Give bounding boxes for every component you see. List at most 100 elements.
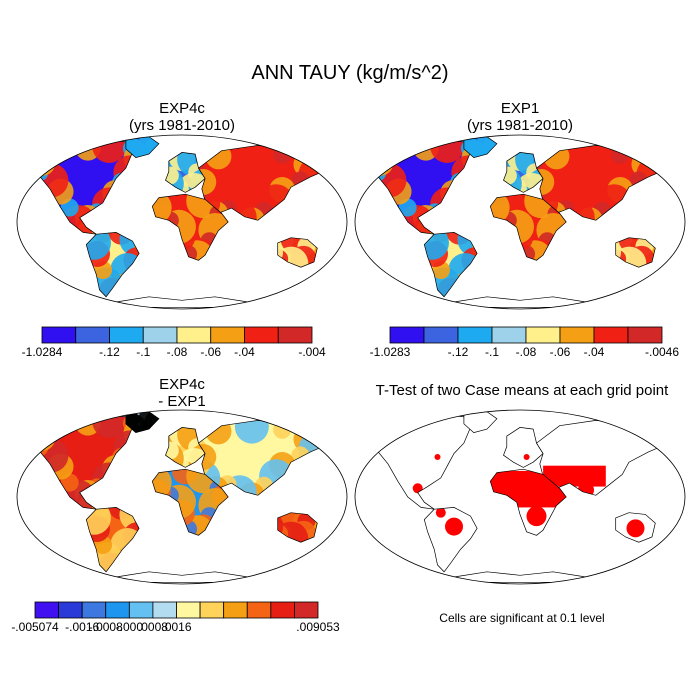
coastline xyxy=(85,232,140,298)
colorbar-tick-label: -.12 xyxy=(99,345,120,359)
colorbar-tick-label: -.04 xyxy=(583,345,605,359)
significant-cell xyxy=(626,519,645,538)
map-panel xyxy=(16,409,348,585)
colorbar-box xyxy=(593,326,629,344)
map-panel xyxy=(354,409,686,585)
colorbar-box xyxy=(423,326,459,344)
panel-title-line: EXP4c xyxy=(159,376,205,393)
coastline xyxy=(423,232,478,298)
colorbar-box xyxy=(246,601,272,619)
field-patch xyxy=(424,232,449,260)
map-border xyxy=(16,409,348,585)
field-patch xyxy=(92,414,127,438)
panel-title-line: EXP1 xyxy=(500,100,540,117)
field-patch xyxy=(92,139,127,163)
colorbar-box xyxy=(199,601,225,619)
field-patch xyxy=(152,194,172,225)
field-patch xyxy=(57,140,76,159)
field-patch xyxy=(143,411,159,433)
significance-note: Cells are significant at 0.1 level xyxy=(439,611,605,625)
colorbar-tick-label: -.1 xyxy=(136,345,151,359)
colorbar-box xyxy=(559,326,595,344)
continent-eu xyxy=(503,427,544,468)
colorbar-tick-label: -1.0284 xyxy=(21,345,63,359)
colorbar-box xyxy=(41,326,77,344)
colorbar-box xyxy=(128,601,154,619)
significant-cell xyxy=(434,453,441,460)
field-patch xyxy=(234,420,269,444)
significant-cell xyxy=(445,517,463,536)
colorbar-tick-label: -.005074 xyxy=(11,620,59,634)
panel-title-line: T-Test of two Case means at each grid po… xyxy=(375,382,669,399)
field-patch xyxy=(86,232,111,260)
colorbar-box xyxy=(210,326,245,344)
field-patch xyxy=(611,145,630,164)
colorbar-box xyxy=(142,326,178,344)
field-patch xyxy=(572,145,607,169)
panel-title-line: (yrs 1981-2010) xyxy=(467,117,573,134)
significant-cell xyxy=(543,465,606,487)
coastline xyxy=(165,427,206,468)
map-border xyxy=(354,409,686,585)
colorbar-box xyxy=(277,326,313,344)
map-panel xyxy=(16,134,348,310)
field-patch xyxy=(273,145,292,164)
map-border xyxy=(354,134,686,310)
colorbar-tick-label: -.12 xyxy=(447,345,469,359)
continent-an xyxy=(116,571,248,583)
colorbar-tick-label: -.08 xyxy=(166,345,188,359)
field-patch xyxy=(367,149,394,176)
significant-cell xyxy=(526,506,547,527)
significant-cells xyxy=(626,519,645,538)
significant-cells xyxy=(435,507,463,536)
colorbar-box xyxy=(176,601,201,619)
field-patch xyxy=(165,441,179,460)
colorbar-box xyxy=(105,601,130,619)
colorbar-tick-label: -.06 xyxy=(200,345,222,359)
field-patch xyxy=(503,166,517,185)
panel-title-exp1: EXP1 (yrs 1981-2010) xyxy=(430,100,610,134)
coastline xyxy=(277,512,318,543)
coastline xyxy=(489,193,567,261)
field-patch xyxy=(490,194,510,225)
panel-title-line: (yrs 1981-2010) xyxy=(129,117,235,134)
field-patch xyxy=(165,166,179,185)
colorbar-box xyxy=(81,601,107,619)
panel-title-ttest: T-Test of two Case means at each grid po… xyxy=(352,382,692,399)
map-panel xyxy=(354,134,686,310)
colorbar-tick-label: -.000 xyxy=(115,620,144,634)
colorbar-box xyxy=(270,601,295,619)
continent-gr xyxy=(463,411,497,433)
colorbar-tick-label: -.0016 xyxy=(65,620,100,634)
colorbar-box xyxy=(152,601,177,619)
colorbar-tick-label: -.06 xyxy=(549,345,571,359)
colorbar-box xyxy=(389,326,425,344)
colorbar-exp4c xyxy=(41,326,313,344)
significant-cell xyxy=(523,453,530,460)
figure-title: ANN TAUY (kg/m/s^2) xyxy=(251,62,449,84)
colorbar-tick-label: -.08 xyxy=(515,345,537,359)
coastline xyxy=(503,152,544,193)
map-border xyxy=(16,134,348,310)
colorbar-box xyxy=(58,601,83,619)
colorbar-box xyxy=(491,326,527,344)
significant-cell xyxy=(435,507,446,518)
continent-sa xyxy=(424,507,478,572)
field-patch xyxy=(395,140,414,159)
coastline xyxy=(151,468,229,536)
colorbar-tick-label: .0008 xyxy=(137,620,168,634)
colorbar-tick-label: -.0008 xyxy=(88,620,123,634)
colorbar-tick-label: .009053 xyxy=(296,620,340,634)
field-patch xyxy=(273,420,292,439)
significant-cells xyxy=(523,453,530,460)
colorbar-exp1 xyxy=(389,326,663,344)
colorbar-box xyxy=(294,601,319,619)
field-patch xyxy=(29,149,56,176)
coastline xyxy=(615,237,656,268)
field-patch xyxy=(143,136,159,158)
colorbar-box xyxy=(627,326,663,344)
colorbar-tick-label: -.04 xyxy=(234,345,255,359)
field-patch xyxy=(86,507,111,535)
coastline xyxy=(165,152,206,193)
